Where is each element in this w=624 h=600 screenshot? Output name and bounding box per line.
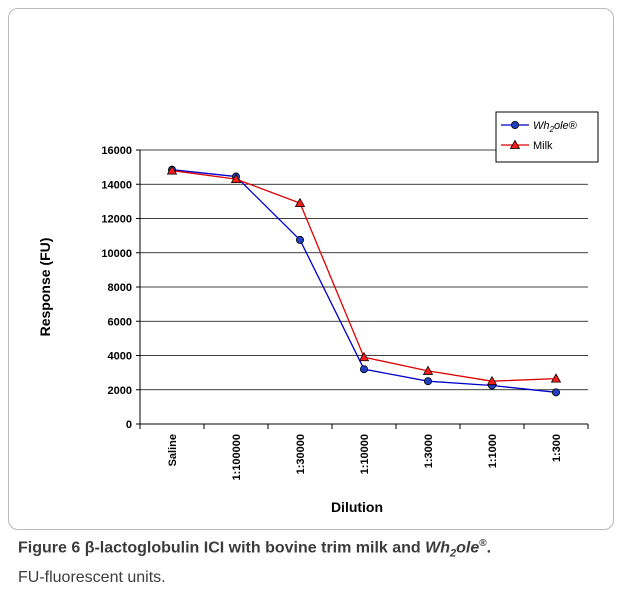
y-tick-label: 2000 <box>108 385 132 397</box>
axes: 0 2000 4000 6000 8000 10000 12000 14000 16000 Sal… <box>101 145 588 481</box>
x-axis-label: Dilution <box>331 499 383 515</box>
data-point <box>424 378 431 385</box>
y-tick-label: 0 <box>126 419 132 431</box>
x-tick-label: 1:10000 <box>359 434 371 474</box>
y-axis-label: Response (FU) <box>37 238 53 337</box>
x-tick-label: 1:100000 <box>231 434 243 481</box>
data-point <box>552 389 559 396</box>
figure-caption: Figure 6 β-lactoglobulin ICI with bovine… <box>18 532 614 590</box>
legend-label-wh2ole: Wh2ole® <box>533 120 578 134</box>
caption-note: FU-fluorescent units. <box>18 569 166 586</box>
y-tick-label: 4000 <box>108 351 132 363</box>
data-point <box>360 353 369 361</box>
x-tick-label: Saline <box>167 434 179 466</box>
y-tick-label: 12000 <box>101 214 132 226</box>
x-tick-label: 1:300 <box>551 434 563 462</box>
chart: 0 2000 4000 6000 8000 10000 12000 14000 16000 Sal… <box>0 0 624 530</box>
x-tick-label: 1:1000 <box>487 434 499 468</box>
legend-label-milk: Milk <box>533 140 553 152</box>
y-tick-label: 8000 <box>108 282 132 294</box>
series-line-1 <box>172 171 556 382</box>
caption-title-end: . <box>487 539 491 556</box>
data-point <box>360 366 367 373</box>
y-tick-label: 6000 <box>108 316 132 328</box>
x-tick-label: 1:3000 <box>423 434 435 468</box>
data-point <box>296 236 303 243</box>
figure-label: Figure 6 <box>18 539 80 556</box>
y-tick-label: 10000 <box>101 248 132 260</box>
caption-brand-main: Wh <box>425 539 450 556</box>
caption-brand-mark: ® <box>479 538 486 549</box>
legend-marker-wh2ole <box>511 121 518 128</box>
legend: Wh2ole® Milk <box>496 112 598 162</box>
caption-title-prefix: β-lactoglobulin ICI with bovine trim mil… <box>85 539 425 556</box>
series <box>168 166 561 396</box>
y-tick-label: 16000 <box>101 145 132 157</box>
caption-brand-tail: ole <box>456 539 479 556</box>
x-tick-label: 1:30000 <box>295 434 307 474</box>
y-tick-label: 14000 <box>101 179 132 191</box>
